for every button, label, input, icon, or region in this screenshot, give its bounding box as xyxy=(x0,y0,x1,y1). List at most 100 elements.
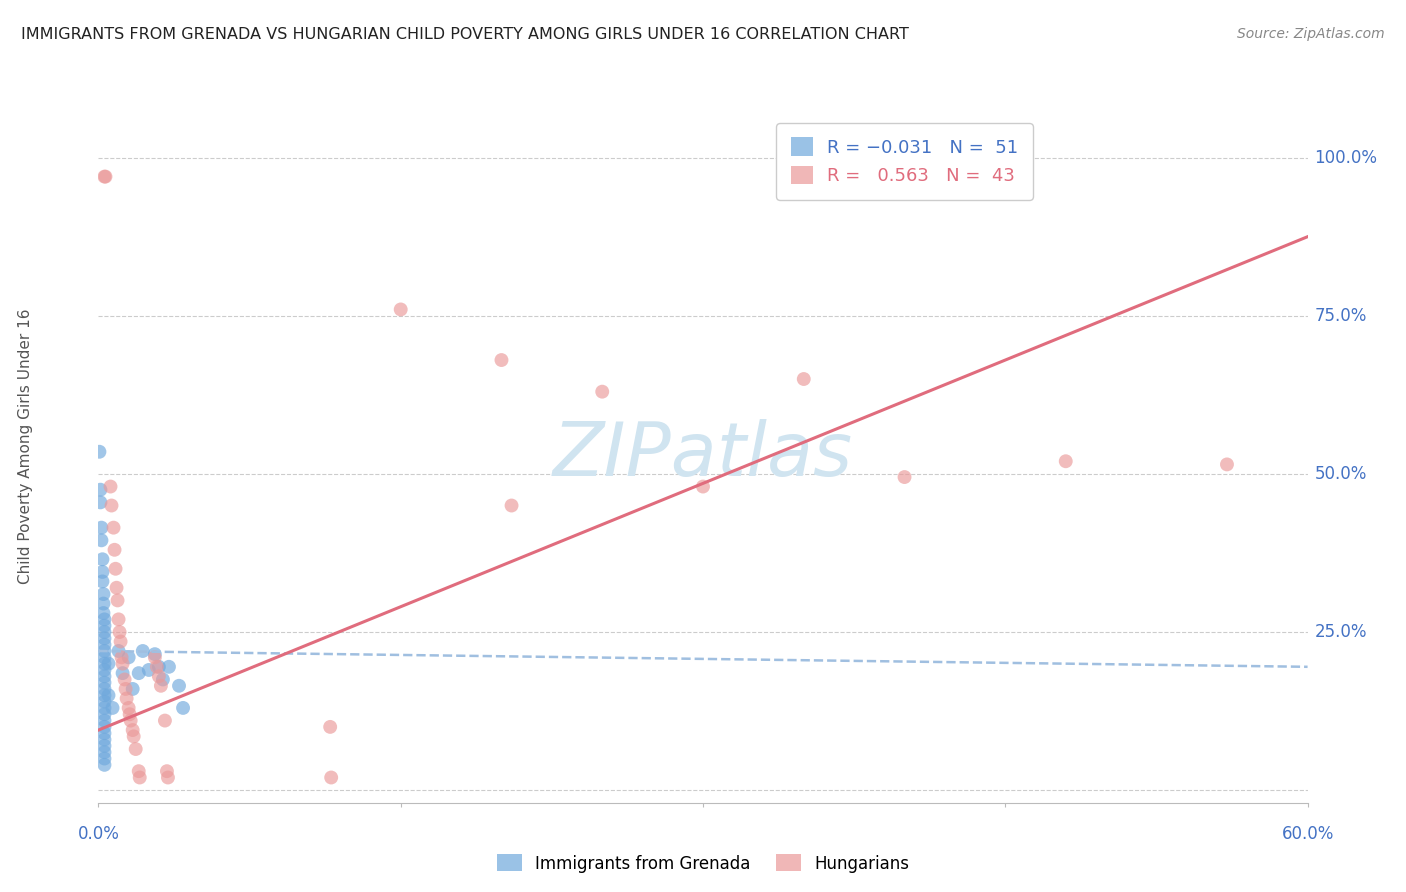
Point xyxy=(319,720,342,734)
Point xyxy=(93,638,115,652)
Point xyxy=(118,701,141,715)
Point xyxy=(93,751,115,765)
Point xyxy=(93,669,115,683)
Point xyxy=(100,499,122,513)
Point xyxy=(148,669,170,683)
Point xyxy=(93,707,115,722)
Point xyxy=(107,593,129,607)
Point xyxy=(107,644,129,658)
Point xyxy=(793,372,815,386)
Point xyxy=(1054,454,1077,468)
Point xyxy=(143,650,166,665)
Point xyxy=(93,675,115,690)
Text: ZIPatlas: ZIPatlas xyxy=(553,419,853,491)
Point xyxy=(103,542,125,557)
Text: 100.0%: 100.0% xyxy=(1315,149,1378,167)
Point xyxy=(93,612,115,626)
Point xyxy=(93,663,115,677)
Text: 0.0%: 0.0% xyxy=(77,825,120,843)
Point xyxy=(108,625,131,640)
Point xyxy=(93,587,115,601)
Point xyxy=(93,720,115,734)
Point xyxy=(93,701,115,715)
Point xyxy=(114,673,136,687)
Point xyxy=(97,688,120,702)
Point xyxy=(93,169,115,184)
Point xyxy=(118,650,141,665)
Point xyxy=(172,701,194,715)
Legend: Immigrants from Grenada, Hungarians: Immigrants from Grenada, Hungarians xyxy=(491,847,915,880)
Text: IMMIGRANTS FROM GRENADA VS HUNGARIAN CHILD POVERTY AMONG GIRLS UNDER 16 CORRELAT: IMMIGRANTS FROM GRENADA VS HUNGARIAN CHI… xyxy=(21,27,908,42)
Point xyxy=(93,745,115,759)
Point xyxy=(389,302,412,317)
Point xyxy=(93,757,115,772)
Point xyxy=(93,650,115,665)
Point xyxy=(93,688,115,702)
Point xyxy=(90,521,112,535)
Text: 60.0%: 60.0% xyxy=(1281,825,1334,843)
Point xyxy=(501,499,523,513)
Point xyxy=(148,660,170,674)
Point xyxy=(93,657,115,671)
Point xyxy=(89,483,111,497)
Point xyxy=(132,644,155,658)
Point xyxy=(91,574,114,589)
Point xyxy=(111,666,134,681)
Point xyxy=(321,771,343,785)
Point xyxy=(591,384,613,399)
Point xyxy=(93,597,115,611)
Point xyxy=(893,470,915,484)
Point xyxy=(121,681,143,696)
Point xyxy=(91,552,114,566)
Point xyxy=(143,647,166,661)
Point xyxy=(93,732,115,747)
Point xyxy=(125,742,148,756)
Point xyxy=(93,739,115,753)
Point xyxy=(156,764,179,779)
Point xyxy=(107,612,129,626)
Point xyxy=(101,701,124,715)
Point xyxy=(1216,458,1239,472)
Point xyxy=(149,679,172,693)
Point xyxy=(90,533,112,548)
Point xyxy=(128,771,150,785)
Point xyxy=(156,771,179,785)
Point xyxy=(128,764,150,779)
Point xyxy=(93,632,115,646)
Point xyxy=(93,695,115,709)
Point xyxy=(91,565,114,579)
Text: 25.0%: 25.0% xyxy=(1315,623,1367,641)
Point xyxy=(94,169,117,184)
Point xyxy=(110,634,132,648)
Point xyxy=(110,650,132,665)
Legend: R = −0.031   N =  51, R =   0.563   N =  43: R = −0.031 N = 51, R = 0.563 N = 43 xyxy=(776,123,1032,200)
Point xyxy=(121,723,143,737)
Point xyxy=(93,714,115,728)
Point xyxy=(152,673,174,687)
Text: Source: ZipAtlas.com: Source: ZipAtlas.com xyxy=(1237,27,1385,41)
Point xyxy=(111,657,134,671)
Point xyxy=(118,707,141,722)
Point xyxy=(89,495,111,509)
Point xyxy=(100,479,122,493)
Point xyxy=(93,681,115,696)
Point xyxy=(93,618,115,632)
Point xyxy=(146,660,169,674)
Point xyxy=(93,726,115,740)
Point xyxy=(138,663,160,677)
Point xyxy=(93,606,115,620)
Point xyxy=(105,581,128,595)
Point xyxy=(692,479,714,493)
Point xyxy=(104,562,127,576)
Point xyxy=(115,691,138,706)
Text: Child Poverty Among Girls Under 16: Child Poverty Among Girls Under 16 xyxy=(18,309,32,583)
Point xyxy=(157,660,180,674)
Point xyxy=(167,679,190,693)
Point xyxy=(93,625,115,640)
Point xyxy=(103,521,125,535)
Point xyxy=(128,666,150,681)
Point xyxy=(114,681,136,696)
Point xyxy=(93,644,115,658)
Point xyxy=(89,444,111,458)
Text: 50.0%: 50.0% xyxy=(1315,465,1367,483)
